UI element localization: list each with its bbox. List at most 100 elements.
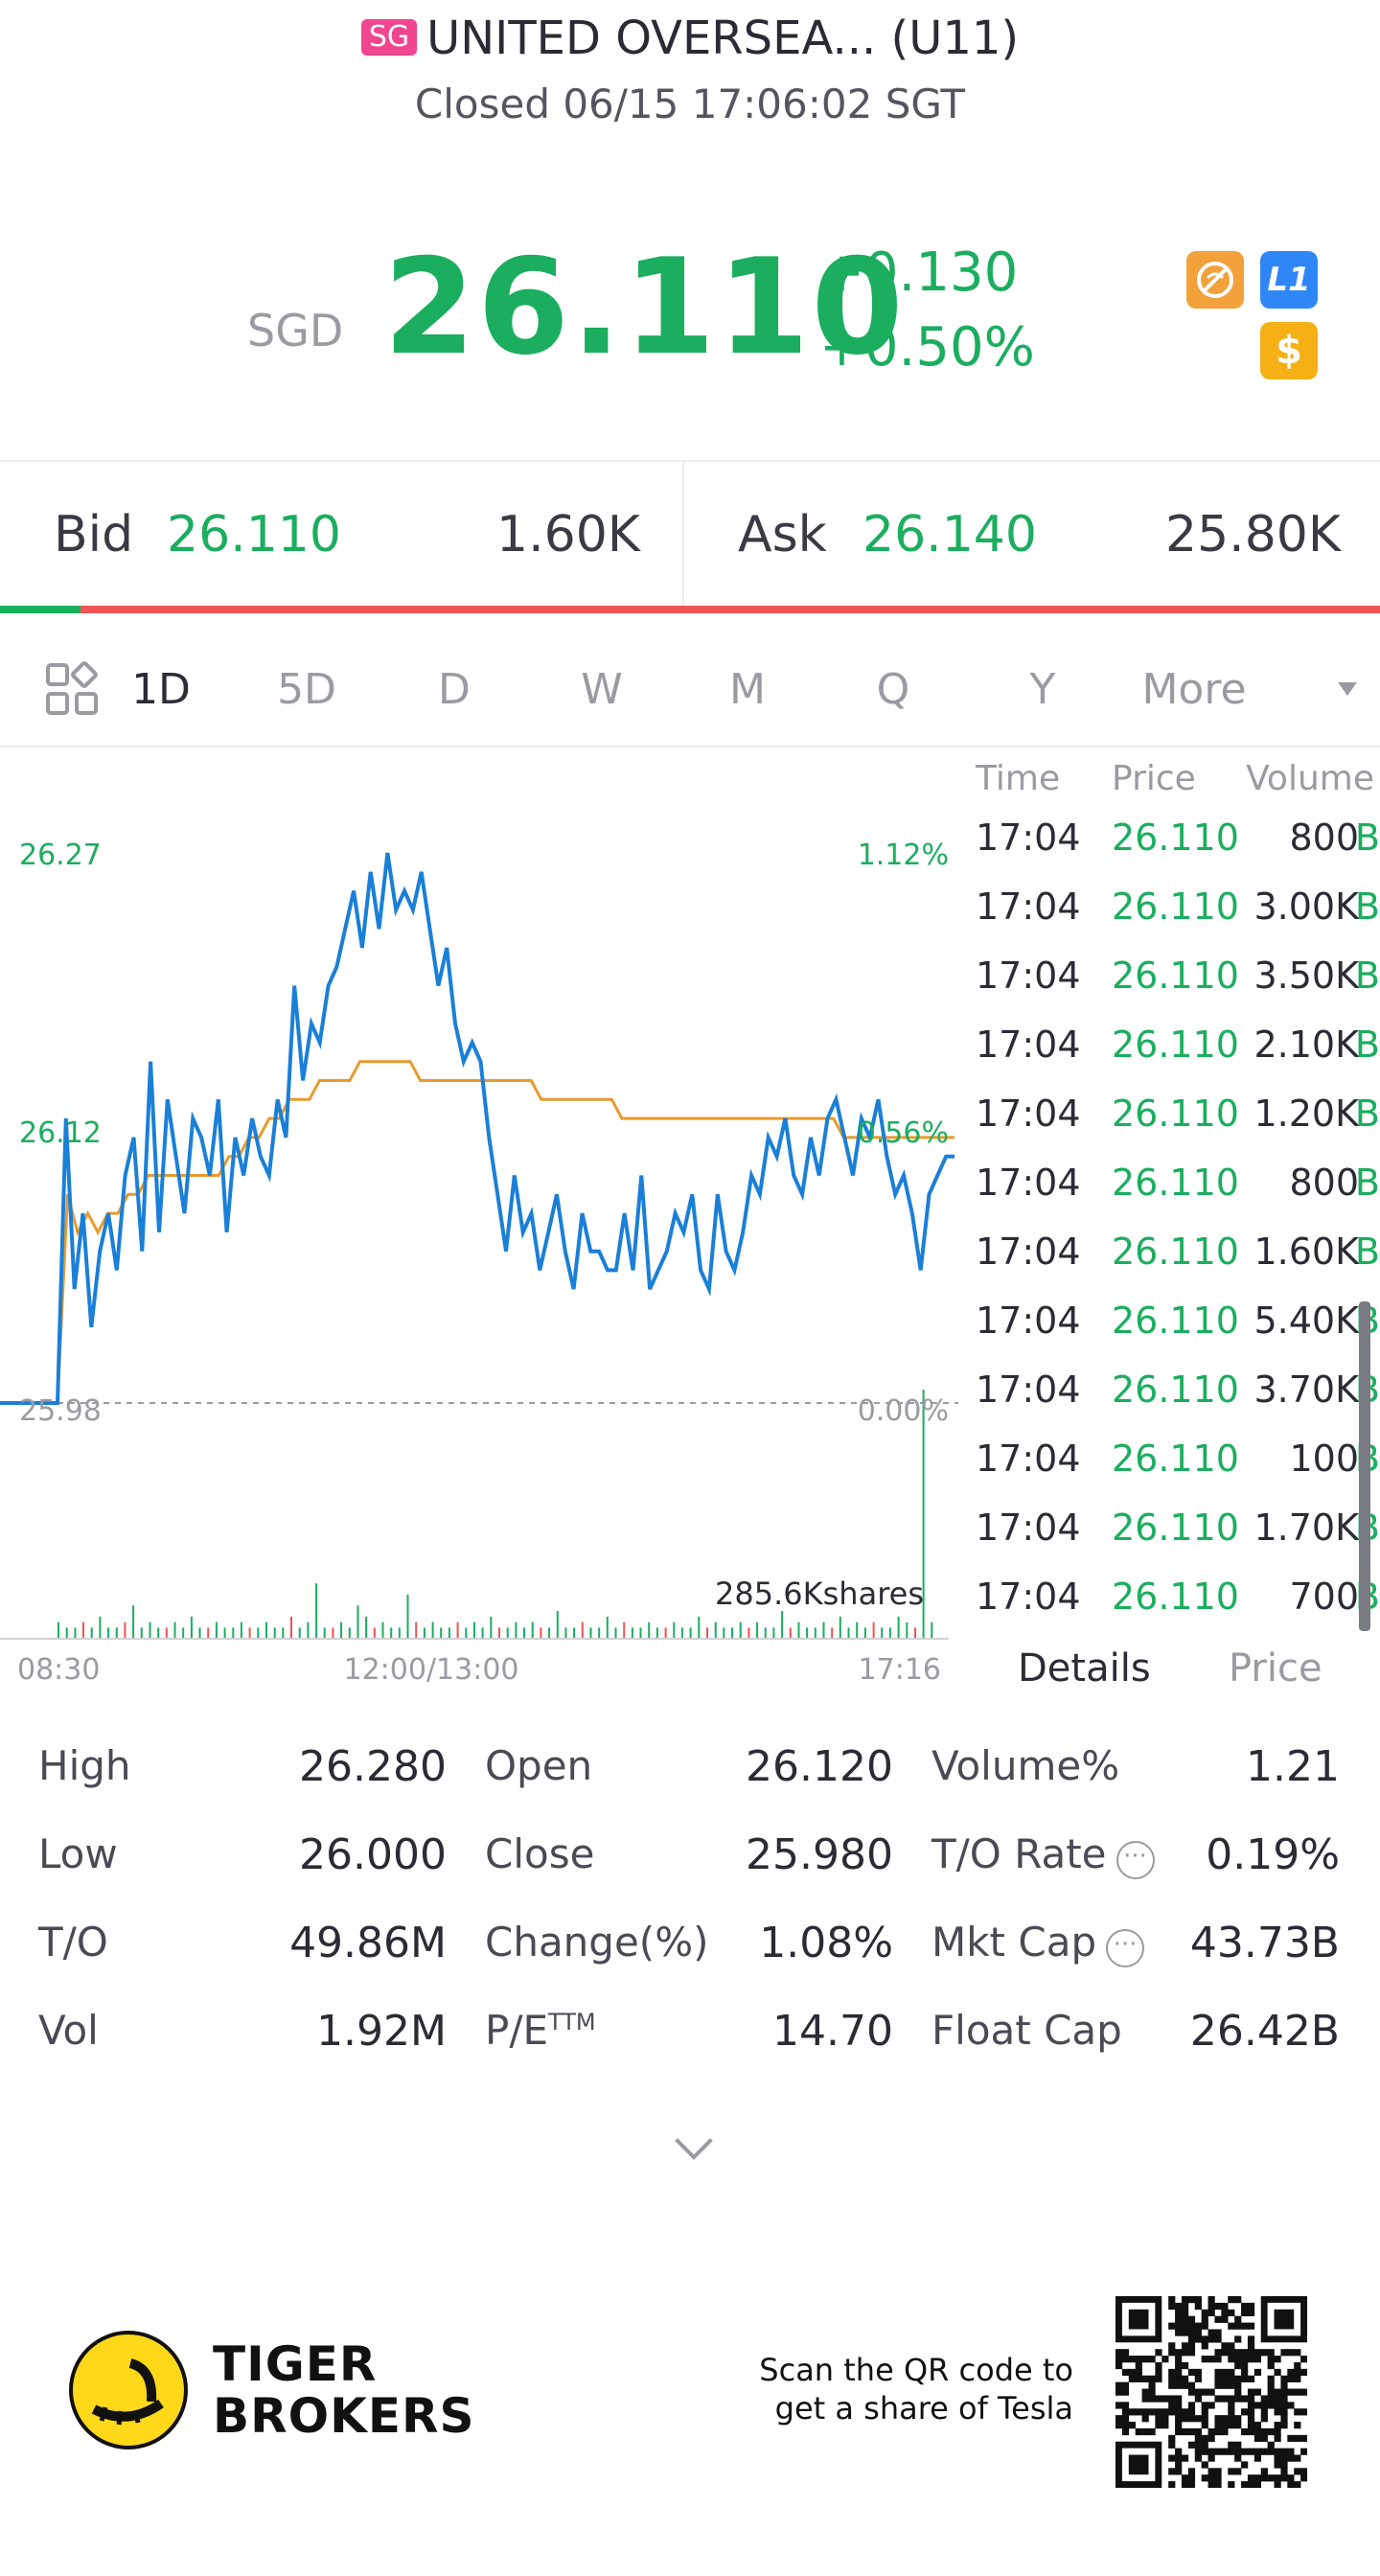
price-line: [0, 852, 954, 1405]
tick-list-header: Time Price Volume: [968, 759, 1380, 801]
volume-bar: [814, 1627, 816, 1639]
tick-side-flag: B: [1354, 816, 1380, 859]
volume-bar: [863, 1627, 866, 1639]
dollar-icon[interactable]: $: [1260, 322, 1318, 380]
price-change-percent: +0.50%: [819, 316, 1035, 379]
volume-bar: [881, 1627, 884, 1639]
tick-list-scrollbar[interactable]: [1359, 1301, 1370, 1631]
ask-label: Ask: [738, 506, 827, 564]
market-status: Closed 06/15 17:06:02 SGT: [414, 80, 966, 127]
tick-time: 17:04: [976, 1576, 1081, 1618]
volume-bar: [323, 1627, 326, 1639]
volume-bar: [198, 1627, 201, 1639]
volume-bar: [498, 1627, 500, 1639]
layout-grid-icon[interactable]: [44, 661, 102, 723]
stat-label-text: Vol: [38, 2007, 99, 2054]
qr-finder-pattern: [1128, 2454, 1149, 2475]
tick-price: 26.110: [1112, 816, 1239, 859]
volume-bar: [856, 1622, 859, 1639]
tick-price: 26.110: [1112, 1300, 1239, 1342]
more-dropdown-icon[interactable]: [1338, 682, 1357, 696]
volume-bar: [165, 1627, 168, 1639]
volume-bar: [598, 1627, 601, 1639]
volume-bars: [58, 1390, 933, 1639]
tick-header-time: Time: [976, 759, 1061, 798]
brand-name-line1: TIGER: [213, 2336, 378, 2392]
no-short-icon[interactable]: [1186, 251, 1244, 309]
tiger-brokers-logo: [69, 2331, 188, 2450]
stat-label: Low: [38, 1830, 118, 1877]
ask-price[interactable]: 26.140: [862, 506, 1037, 564]
y-label-high: 26.27: [19, 839, 102, 872]
volume-bar: [872, 1622, 875, 1639]
stat-label-text: P/E: [485, 2007, 549, 2054]
volume-bar: [273, 1627, 276, 1639]
chevron-down-icon[interactable]: [675, 2122, 713, 2160]
tick-side-flag: B: [1354, 1092, 1380, 1135]
tab-m[interactable]: M: [729, 665, 766, 714]
volume-bar: [398, 1627, 401, 1639]
promo-text-line1: Scan the QR code to: [759, 2352, 1073, 2388]
volume-bar: [107, 1627, 110, 1639]
volume-bar: [631, 1627, 633, 1639]
tick-row: 17:04 26.110 3.50K B: [976, 954, 1380, 1024]
volume-bar: [789, 1627, 792, 1639]
volume-bar: [548, 1627, 551, 1639]
volume-bar: [406, 1594, 409, 1639]
volume-bar: [698, 1616, 701, 1639]
volume-bar: [340, 1622, 343, 1639]
stat-label: Mkt Cap ···: [932, 1919, 1145, 1967]
stat-label: Close: [485, 1830, 594, 1877]
tick-row: 17:04 26.110 3.00K B: [976, 886, 1380, 954]
tick-volume: 100: [1289, 1438, 1359, 1480]
tick-price: 26.110: [1112, 1230, 1239, 1273]
volume-total-label: 285.6Kshares: [715, 1576, 924, 1612]
volume-bar: [689, 1627, 692, 1639]
volume-bar: [706, 1627, 708, 1639]
stat-label-text: Close: [485, 1830, 595, 1877]
stat-label: P/ETTM: [485, 2007, 596, 2054]
volume-bar: [888, 1627, 891, 1639]
tab-q[interactable]: Q: [876, 665, 910, 714]
volume-bar: [190, 1616, 193, 1639]
level1-icon[interactable]: L1: [1260, 251, 1318, 309]
stat-label: T/O: [38, 1919, 108, 1966]
tick-volume: 1.60K: [1254, 1230, 1359, 1273]
info-icon[interactable]: ···: [1106, 1929, 1145, 1967]
tab-1d[interactable]: 1D: [131, 665, 191, 714]
market-badge: SG: [360, 19, 418, 56]
tab-y[interactable]: Y: [1029, 665, 1056, 714]
volume-bar: [257, 1627, 260, 1639]
tab-price[interactable]: Price: [1229, 1646, 1322, 1690]
tick-volume: 800: [1289, 1162, 1359, 1204]
volume-bar: [906, 1622, 908, 1639]
volume-bar: [714, 1622, 717, 1639]
tick-side-flag: B: [1354, 1024, 1380, 1066]
volume-bar: [348, 1627, 351, 1639]
period-tabs: 1D 5D D W M Q Y More: [0, 632, 1380, 748]
volume-bar: [756, 1622, 759, 1639]
tick-time: 17:04: [976, 1162, 1081, 1204]
intraday-chart[interactable]: 26.27 26.12 25.98 1.12% 0.56% 0.00% 285.…: [0, 751, 958, 1700]
tab-5d[interactable]: 5D: [277, 665, 336, 714]
tab-more[interactable]: More: [1141, 665, 1247, 714]
tab-w[interactable]: W: [581, 665, 623, 714]
volume-bar: [465, 1627, 468, 1639]
stat-value: 26.280: [299, 1742, 447, 1791]
qr-code[interactable]: [1116, 2296, 1307, 2488]
stat-label: T/O Rate ···: [932, 1830, 1155, 1879]
tab-details[interactable]: Details: [1018, 1646, 1151, 1690]
tab-d[interactable]: D: [438, 665, 471, 714]
bid-price[interactable]: 26.110: [167, 506, 341, 564]
volume-bar: [531, 1622, 534, 1639]
stat-value: 25.980: [746, 1830, 893, 1879]
brand-name-line2: BROKERS: [213, 2388, 475, 2444]
volume-bar: [431, 1622, 434, 1639]
tick-time: 17:04: [976, 886, 1081, 928]
info-icon[interactable]: ···: [1116, 1841, 1155, 1879]
bidask-divider: [682, 462, 684, 606]
volume-bar: [764, 1627, 767, 1639]
volume-bar: [232, 1627, 235, 1639]
